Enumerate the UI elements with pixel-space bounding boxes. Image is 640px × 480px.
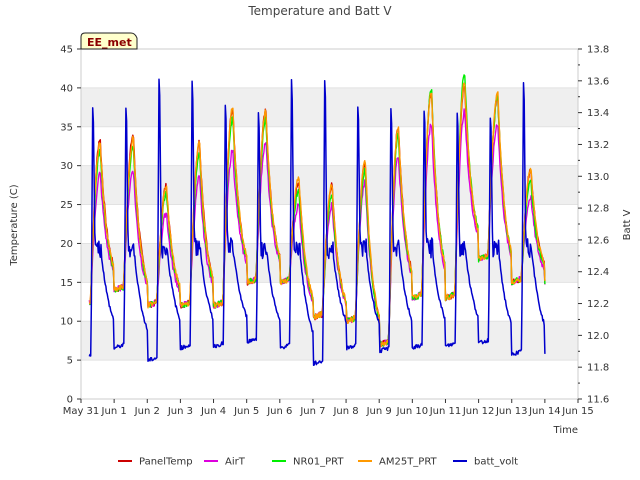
y2-tick-label: 13.6: [587, 76, 609, 87]
y2-tick-label: 12.4: [587, 267, 609, 278]
y2-tick-label: 13.2: [587, 140, 609, 151]
grid-band: [81, 321, 578, 361]
y-tick-label: 45: [60, 45, 73, 56]
y-tick-label: 30: [60, 161, 73, 172]
y2-axis-title: Batt V: [622, 209, 633, 240]
y-tick-label: 25: [60, 200, 73, 211]
legend: PanelTemp AirT NR01_PRT AM25T_PRT batt_volt: [118, 457, 518, 468]
x-tick-label: Jun 8: [332, 406, 358, 417]
x-tick-label: Jun 11: [429, 406, 462, 417]
chart-title: Temperature and Batt V: [247, 4, 392, 18]
series-line-batt_volt: [88, 78, 546, 367]
y-tick-label: 20: [60, 239, 73, 250]
grid-band: [81, 87, 578, 127]
y2-tick-label: 12.0: [587, 331, 609, 342]
y2-tick-label: 13.8: [587, 45, 609, 56]
x-axis-title: Time: [553, 425, 578, 436]
y-tick-label: 5: [67, 356, 73, 367]
badge-box: [80, 32, 138, 50]
y-tick-label: 35: [60, 122, 73, 133]
series-layer: [88, 74, 546, 367]
y2-tick-label: 12.6: [587, 235, 609, 246]
x-tick-label: May 31: [63, 406, 100, 417]
y2-tick-label: 12.8: [587, 204, 609, 215]
y-axis-left: 0 5 10 15 20 25 30 35 40 45: [60, 45, 81, 406]
x-tick-label: Jun 2: [134, 406, 160, 417]
legend-label: NR01_PRT: [293, 457, 344, 468]
x-tick-label: Jun 1: [101, 406, 127, 417]
x-tick-label: Jun 13: [495, 406, 528, 417]
legend-label: batt_volt: [474, 457, 518, 468]
y2-tick-label: 11.8: [587, 363, 609, 374]
x-tick-label: Jun 3: [167, 406, 193, 417]
x-axis: May 31 Jun 1 Jun 2 Jun 3 Jun 4 Jun 5 Jun 6 Jun …: [63, 399, 594, 417]
x-tick-label: Jun 7: [299, 406, 325, 417]
legend-label: PanelTemp: [139, 457, 193, 468]
y-axis-right: 11.6 11.8 12.0 12.2 12.4 12.6 12.8 13.0 13.2 13.4…: [578, 45, 609, 406]
y2-tick-label: 12.2: [587, 299, 609, 310]
y-tick-label: 40: [60, 83, 73, 94]
badge-label: EE_met: [87, 36, 132, 49]
y2-tick-label: 13.0: [587, 172, 609, 183]
grid-bands: [81, 48, 578, 400]
y2-tick-label: 11.6: [587, 395, 609, 406]
y2-tick-label: 13.4: [587, 108, 609, 119]
x-tick-label: Jun 10: [396, 406, 429, 417]
series-line-AM25T_PRT: [88, 82, 546, 348]
x-tick-label: Jun 9: [366, 406, 392, 417]
legend-label: AirT: [225, 457, 246, 468]
x-tick-label: Jun 6: [266, 406, 292, 417]
x-tick-label: Jun 12: [462, 406, 495, 417]
legend-label: AM25T_PRT: [379, 457, 438, 468]
y-tick-label: 10: [60, 317, 73, 328]
x-tick-label: Jun 4: [200, 406, 226, 417]
badge: EE_met: [80, 32, 138, 50]
y-tick-label: 0: [67, 395, 73, 406]
y-axis-title: Temperature (C): [9, 184, 20, 266]
y-tick-label: 15: [60, 278, 73, 289]
x-tick-label: Jun 15: [561, 406, 594, 417]
x-tick-label: Jun 5: [233, 406, 259, 417]
x-tick-label: Jun 14: [528, 406, 561, 417]
